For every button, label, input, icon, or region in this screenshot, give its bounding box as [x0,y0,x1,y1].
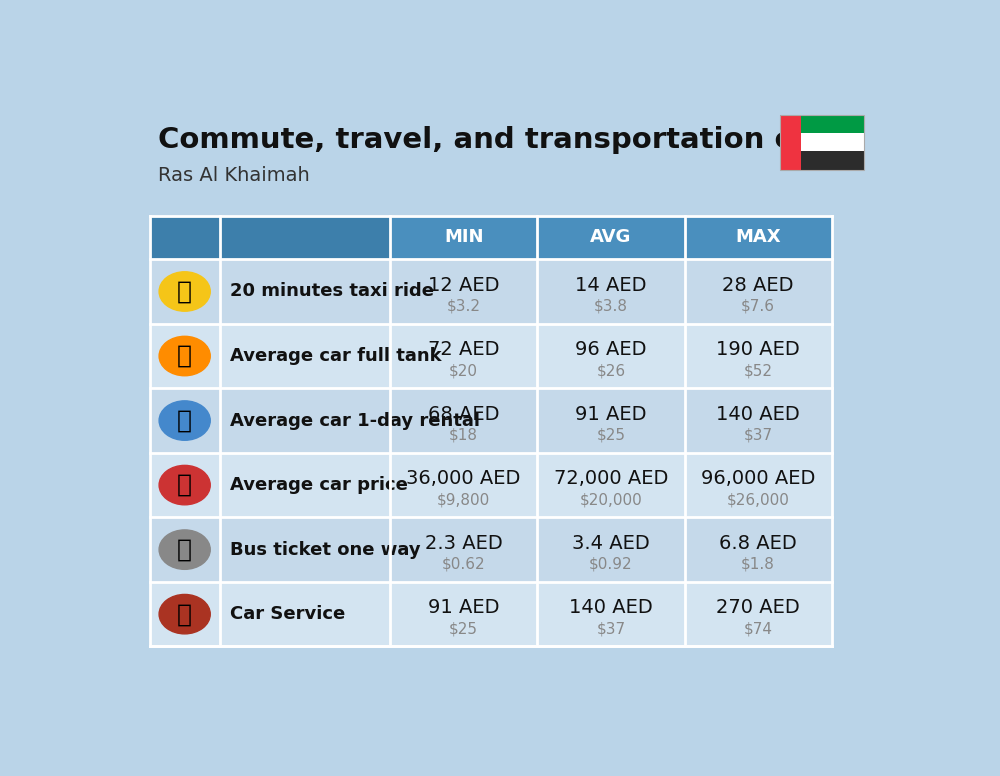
Text: $20: $20 [449,363,478,379]
Text: $18: $18 [449,428,478,443]
Bar [537,582,685,646]
Text: 14 AED: 14 AED [575,275,647,295]
Text: 36,000 AED: 36,000 AED [406,469,521,488]
Text: 🚙: 🚙 [177,408,192,432]
Text: 270 AED: 270 AED [716,598,800,617]
Text: $0.62: $0.62 [442,557,485,572]
Bar [220,453,390,518]
Circle shape [159,530,210,570]
Text: 96,000 AED: 96,000 AED [701,469,815,488]
Bar [150,388,220,453]
Text: 2.3 AED: 2.3 AED [425,534,503,553]
Bar [537,216,685,259]
Text: $74: $74 [744,622,773,636]
Text: MIN: MIN [444,228,483,247]
Bar [685,216,832,259]
Bar [220,582,390,646]
Text: 28 AED: 28 AED [722,275,794,295]
Text: 72 AED: 72 AED [428,340,499,359]
Bar [150,582,220,646]
Bar [780,151,864,170]
Bar [150,324,220,388]
Bar [220,259,390,324]
Bar [685,453,832,518]
Bar [537,324,685,388]
Circle shape [159,594,210,634]
Text: $25: $25 [596,428,625,443]
Bar [390,388,537,453]
Text: ⛽: ⛽ [177,344,192,368]
Text: 91 AED: 91 AED [428,598,499,617]
Text: 🔧: 🔧 [177,602,192,626]
Text: Bus ticket one way: Bus ticket one way [230,541,420,559]
Text: $37: $37 [744,428,773,443]
Bar [537,388,685,453]
Text: $3.8: $3.8 [594,299,628,314]
Text: $7.6: $7.6 [741,299,775,314]
Text: 72,000 AED: 72,000 AED [554,469,668,488]
Bar [390,582,537,646]
Circle shape [159,401,210,440]
Text: Ras Al Khaimah: Ras Al Khaimah [158,166,309,185]
Text: $37: $37 [596,622,625,636]
Bar [780,115,801,170]
Bar [150,518,220,582]
Text: $26: $26 [596,363,625,379]
Text: 91 AED: 91 AED [575,404,647,424]
Bar [220,216,390,259]
Text: Average car price: Average car price [230,476,408,494]
Circle shape [159,466,210,505]
Bar [685,582,832,646]
Bar [220,388,390,453]
Text: 🚗: 🚗 [177,473,192,497]
Text: $20,000: $20,000 [580,493,642,508]
Bar [685,324,832,388]
Bar [685,259,832,324]
Text: $1.8: $1.8 [741,557,775,572]
Bar [150,453,220,518]
Text: Average car 1-day rental: Average car 1-day rental [230,411,480,430]
Text: $25: $25 [449,622,478,636]
Text: 20 minutes taxi ride: 20 minutes taxi ride [230,282,434,300]
Text: $52: $52 [744,363,773,379]
Text: Average car full tank: Average car full tank [230,347,441,365]
Text: 12 AED: 12 AED [428,275,499,295]
Text: 6.8 AED: 6.8 AED [719,534,797,553]
Circle shape [159,336,210,376]
Bar [390,324,537,388]
Text: AVG: AVG [590,228,632,247]
Text: Car Service: Car Service [230,605,345,623]
Text: 190 AED: 190 AED [716,340,800,359]
Text: 140 AED: 140 AED [716,404,800,424]
Text: $3.2: $3.2 [447,299,481,314]
Bar [685,518,832,582]
Bar [220,324,390,388]
Bar [220,518,390,582]
Text: 96 AED: 96 AED [575,340,647,359]
Bar [780,115,864,133]
Bar [390,216,537,259]
Bar [537,453,685,518]
Bar [685,388,832,453]
Text: $26,000: $26,000 [727,493,790,508]
Bar [537,259,685,324]
Text: 140 AED: 140 AED [569,598,653,617]
Circle shape [159,272,210,311]
Text: Commute, travel, and transportation costs: Commute, travel, and transportation cost… [158,126,860,154]
Text: 🚌: 🚌 [177,538,192,562]
Text: 68 AED: 68 AED [428,404,499,424]
Text: 🚕: 🚕 [177,279,192,303]
Text: $9,800: $9,800 [437,493,490,508]
Bar [390,453,537,518]
Bar [150,216,220,259]
Bar [390,518,537,582]
Bar [150,259,220,324]
Bar [390,259,537,324]
Bar [780,115,864,170]
Bar [537,518,685,582]
Text: MAX: MAX [735,228,781,247]
Text: $0.92: $0.92 [589,557,633,572]
Bar [780,133,864,151]
Text: 3.4 AED: 3.4 AED [572,534,650,553]
